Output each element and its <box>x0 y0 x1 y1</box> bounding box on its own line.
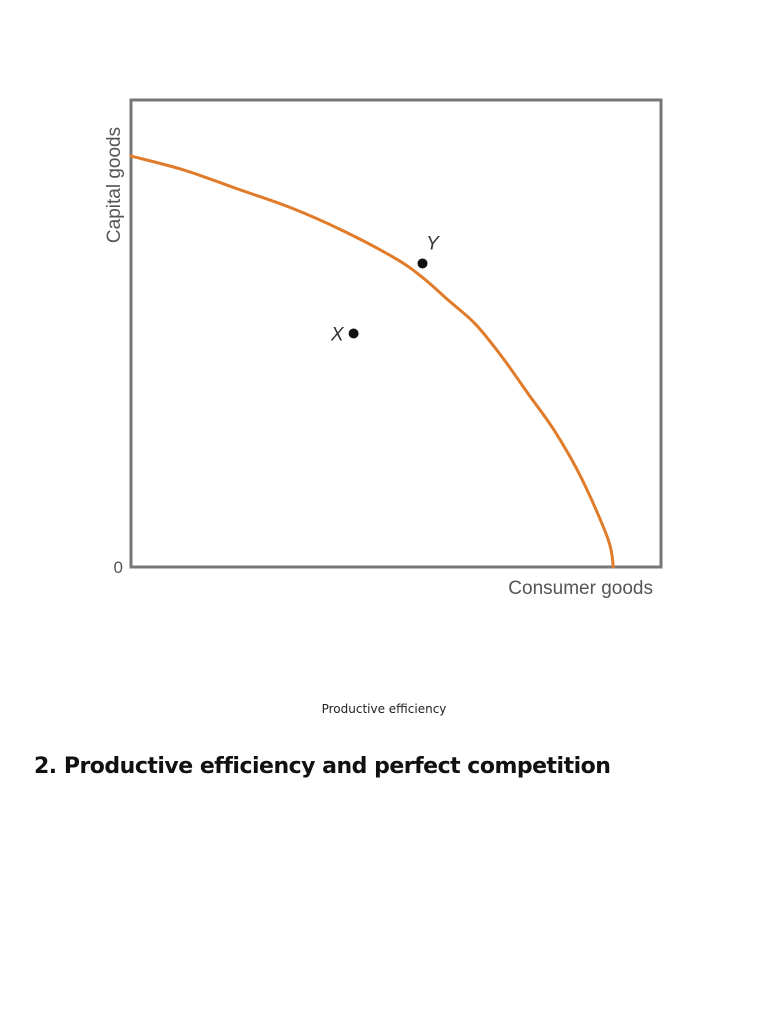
ppf-curve-line <box>129 154 615 569</box>
point-y-label: Y <box>426 233 440 254</box>
y-axis-label: Capital goods <box>104 127 125 243</box>
x-axis-label: Consumer goods <box>508 578 653 599</box>
ppf-chart: XY Capital goods Consumer goods 0 <box>104 98 663 599</box>
series-layer <box>129 154 615 569</box>
section-heading: 2. Productive efficiency and perfect com… <box>34 754 611 779</box>
points-layer: XY <box>330 233 440 345</box>
point-y-marker <box>417 258 428 269</box>
figure-caption: Productive efficiency <box>321 702 447 716</box>
point-x-label: X <box>330 325 345 346</box>
point-x-marker <box>348 328 359 339</box>
origin-label: 0 <box>114 558 123 577</box>
plot-frame <box>129 98 663 569</box>
